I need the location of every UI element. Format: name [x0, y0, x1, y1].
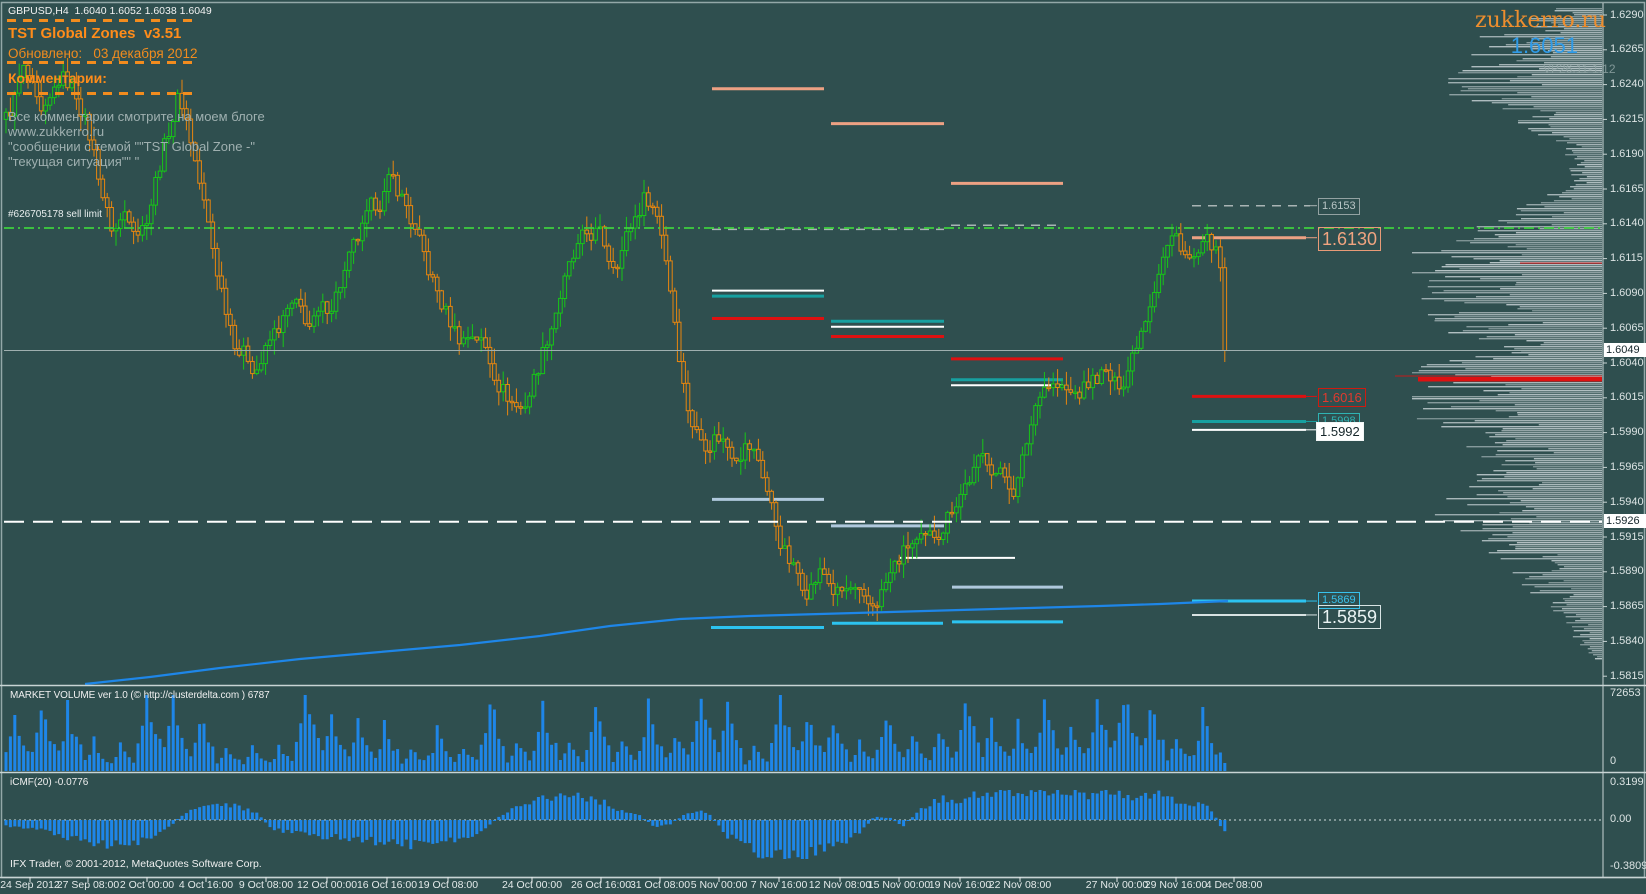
price-tick-label: 1.5890 — [1610, 565, 1644, 578]
price-tick-label: 1.5815 — [1610, 669, 1644, 682]
price-level-label: 1.6153 — [1318, 197, 1360, 215]
volume-bars — [4, 695, 1227, 771]
indicator-title: TST Global Zones v3.51 — [8, 25, 182, 42]
price-level-label: 1.5859 — [1318, 605, 1382, 629]
time-axis-label: 2 Oct 00:00 — [119, 879, 175, 891]
price-tick-label: 1.5840 — [1610, 634, 1644, 647]
icmf-scale-zero: 0.00 — [1610, 813, 1632, 825]
comment-line: Все комментарии смотрите на моем блоге — [8, 109, 265, 124]
volume-profile-poc — [1418, 377, 1602, 382]
volume-profile-value-area — [1520, 262, 1602, 264]
volume-scale-max: 72653 — [1610, 687, 1641, 699]
platform-copyright: IFX Trader, © 2001-2012, MetaQuotes Soft… — [10, 858, 262, 870]
volume-scale-min: 0 — [1610, 755, 1617, 767]
comment-line: www.zukkerro.ru — [8, 124, 105, 139]
time-axis-label: 19 Oct 08:00 — [417, 879, 479, 891]
price-tick-label: 1.6165 — [1610, 182, 1644, 195]
price-level-label: 1.6130 — [1318, 227, 1382, 251]
price-tick-label: 1.6140 — [1610, 217, 1644, 230]
volume-profile-label: VP26.11-1.12 — [1543, 62, 1616, 76]
time-axis-label: 22 Nov 08:00 — [988, 879, 1052, 891]
time-axis-label: 12 Nov 08:00 — [808, 879, 872, 891]
price-tick-label: 1.6215 — [1610, 112, 1644, 125]
time-axis-label: 27 Nov 00:00 — [1085, 879, 1149, 891]
candles — [3, 58, 1228, 621]
price-level-label: 1.5992 — [1316, 421, 1364, 441]
time-axis-label: 9 Oct 08:00 — [238, 879, 294, 891]
comments-heading: Комментарии: — [8, 70, 107, 86]
price-tick-label: 1.6240 — [1610, 78, 1644, 91]
indicator-updated-date: Обновлено: 03 декабря 2012 — [8, 46, 198, 61]
icmf-scale-max: 0.3199 — [1610, 776, 1644, 788]
volume-profile-poc-thin — [1395, 375, 1602, 377]
price-tick-label: 1.6290 — [1610, 8, 1644, 21]
current-price-badge: 1.6049 — [1604, 343, 1646, 357]
time-axis-label: 24 Oct 00:00 — [501, 879, 563, 891]
time-axis-label: 5 Nov 00:00 — [690, 879, 748, 891]
price-tick-label: 1.6090 — [1610, 286, 1644, 299]
price-level-label: 1.6016 — [1318, 387, 1366, 407]
time-axis-label: 16 Oct 16:00 — [356, 879, 418, 891]
header-dash-divider — [7, 61, 197, 64]
price-tick-label: 1.6015 — [1610, 391, 1644, 404]
price-tick-label: 1.5915 — [1610, 530, 1644, 543]
watermark-price: 1.6051 — [1510, 33, 1578, 58]
price-tick-label: 1.5990 — [1610, 426, 1644, 439]
comment-line: "текущая ситуация"" " — [8, 154, 140, 169]
price-tick-label: 1.6065 — [1610, 321, 1644, 334]
price-tick-label: 1.6190 — [1610, 147, 1644, 160]
price-tick-label: 1.5965 — [1610, 460, 1644, 473]
time-axis-label: 24 Sep 2012 — [0, 879, 60, 891]
time-axis-label: 29 Nov 16:00 — [1144, 879, 1208, 891]
time-axis-label: 15 Nov 00:00 — [867, 879, 931, 891]
comment-line: "сообщении с темой ""TST Global Zone -" — [8, 139, 255, 154]
price-tick-label: 1.5940 — [1610, 495, 1644, 508]
volume-indicator-title: MARKET VOLUME ver 1.0 (© http://clusterd… — [10, 690, 270, 701]
time-axis-label: 12 Oct 00:00 — [296, 879, 358, 891]
price-tick-label: 1.5865 — [1610, 600, 1644, 613]
icmf-scale-min: -0.3809 — [1610, 860, 1646, 872]
time-axis-label: 26 Oct 16:00 — [570, 879, 632, 891]
icmf-indicator-title: iCMF(20) -0.0776 — [10, 777, 89, 788]
watermark-site: zukkerro.ru — [1474, 8, 1606, 33]
price-tick-label: 1.6265 — [1610, 43, 1644, 56]
time-axis-label: 27 Sep 08:00 — [56, 879, 120, 891]
price-level-label: 1.5869 — [1318, 591, 1360, 609]
symbol-ohlc-line: GBPUSD,H4 1.6040 1.6052 1.6038 1.6049 — [8, 5, 212, 17]
pending-order-label: #626705178 sell limit — [8, 209, 102, 220]
price-tick-label: 1.6115 — [1610, 252, 1643, 265]
time-axis-label: 7 Nov 16:00 — [750, 879, 808, 891]
moving-average-line — [84, 599, 1229, 686]
time-axis-label: 4 Dec 08:00 — [1205, 879, 1263, 891]
icmf-bars — [4, 790, 1227, 859]
time-axis-label: 31 Oct 08:00 — [629, 879, 691, 891]
header-dash-divider — [7, 19, 197, 22]
dashed-level-badge: 1.5926 — [1604, 514, 1646, 528]
price-tick-label: 1.6040 — [1610, 356, 1644, 369]
header-dash-divider — [7, 92, 197, 95]
time-axis-label: 19 Nov 16:00 — [928, 879, 992, 891]
time-axis-label: 4 Oct 16:00 — [178, 879, 234, 891]
